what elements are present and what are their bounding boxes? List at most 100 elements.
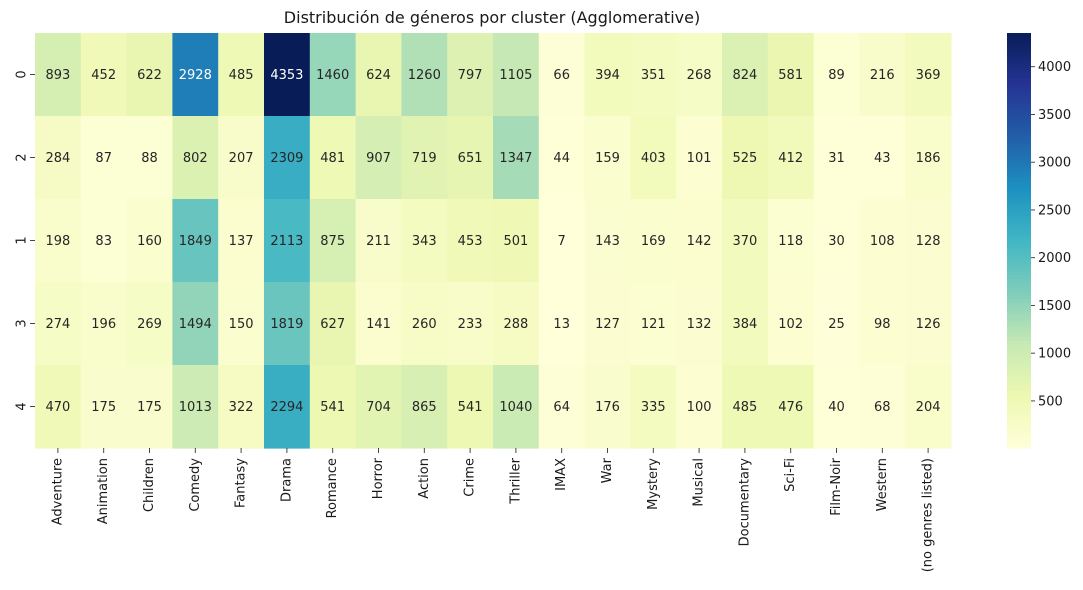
colorbar-segment bbox=[1007, 209, 1031, 214]
row-label: 2 bbox=[15, 153, 30, 161]
colorbar-segment bbox=[1007, 288, 1031, 293]
colorbar-tick-label: 2500 bbox=[1038, 203, 1071, 218]
heatmap-cell bbox=[447, 199, 494, 283]
colorbar-segment bbox=[1007, 102, 1031, 107]
cell-value-label: 68 bbox=[874, 400, 891, 415]
heatmap-cell bbox=[676, 365, 723, 449]
heatmap-cell bbox=[813, 199, 860, 283]
colorbar-segment bbox=[1007, 330, 1031, 335]
heatmap-cell bbox=[813, 116, 860, 200]
heatmap-cell bbox=[493, 116, 540, 200]
cell-value-label: 204 bbox=[916, 400, 941, 415]
colorbar-segment bbox=[1007, 71, 1031, 76]
heatmap-cell bbox=[447, 33, 494, 117]
column-label: Documentary bbox=[737, 458, 752, 547]
colorbar-segment bbox=[1007, 302, 1031, 307]
cell-value-label: 802 bbox=[183, 151, 208, 166]
column-label: Animation bbox=[96, 458, 111, 524]
heatmap-cell bbox=[722, 116, 769, 200]
colorbar-segment bbox=[1007, 268, 1031, 273]
colorbar-segment bbox=[1007, 396, 1031, 401]
heatmap-cell bbox=[813, 33, 860, 117]
colorbar-segment bbox=[1007, 299, 1031, 304]
cell-value-label: 89 bbox=[828, 68, 845, 83]
heatmap-cell bbox=[538, 282, 586, 366]
column-label: IMAX bbox=[554, 458, 569, 491]
colorbar-segment bbox=[1007, 365, 1031, 370]
colorbar-segment bbox=[1007, 313, 1031, 318]
cell-value-label: 150 bbox=[229, 317, 254, 332]
colorbar-segment bbox=[1007, 226, 1031, 231]
heatmap-cell bbox=[218, 365, 265, 449]
cell-value-label: 541 bbox=[320, 400, 345, 415]
colorbar-segment bbox=[1007, 33, 1031, 38]
colorbar-segment bbox=[1007, 74, 1031, 79]
heatmap-cell bbox=[538, 199, 586, 283]
heatmap-cell bbox=[630, 33, 677, 117]
colorbar-segment bbox=[1007, 53, 1031, 58]
cell-value-label: 260 bbox=[412, 317, 437, 332]
colorbar-segment bbox=[1007, 188, 1031, 193]
heatmap-cell bbox=[401, 33, 448, 117]
heatmap-cell bbox=[905, 199, 952, 283]
colorbar-segment bbox=[1007, 223, 1031, 228]
column-label: War bbox=[600, 457, 615, 483]
heatmap-cell bbox=[218, 199, 265, 283]
cell-value-label: 216 bbox=[870, 68, 895, 83]
heatmap-cell bbox=[767, 33, 815, 117]
column-label: Drama bbox=[279, 458, 294, 502]
cell-value-label: 343 bbox=[412, 234, 437, 249]
cell-value-label: 719 bbox=[412, 151, 437, 166]
cell-value-label: 907 bbox=[366, 151, 391, 166]
row-label: 3 bbox=[15, 319, 30, 327]
colorbar-segment bbox=[1007, 278, 1031, 283]
heatmap-cell bbox=[493, 33, 540, 117]
heatmap-cell bbox=[676, 33, 723, 117]
cell-value-label: 100 bbox=[687, 400, 712, 415]
colorbar-segment bbox=[1007, 77, 1031, 83]
colorbar-segment bbox=[1007, 147, 1031, 152]
colorbar-segment bbox=[1007, 39, 1031, 44]
column-label: Western bbox=[875, 458, 890, 511]
colorbar-segment bbox=[1007, 181, 1031, 186]
colorbar-segment bbox=[1007, 46, 1031, 51]
heatmap-cell bbox=[767, 199, 815, 283]
heatmap-cell bbox=[905, 33, 952, 117]
colorbar-tick-label: 2000 bbox=[1038, 251, 1071, 266]
colorbar-segment bbox=[1007, 95, 1031, 100]
cell-value-label: 541 bbox=[458, 400, 483, 415]
colorbar-segment bbox=[1007, 174, 1031, 179]
cell-value-label: 351 bbox=[641, 68, 666, 83]
colorbar-segment bbox=[1007, 205, 1031, 210]
cell-value-label: 87 bbox=[95, 151, 112, 166]
colorbar-segment bbox=[1007, 389, 1031, 394]
heatmap-cell bbox=[722, 365, 769, 449]
colorbar-segment bbox=[1007, 185, 1031, 190]
colorbar-segment bbox=[1007, 427, 1031, 432]
heatmap-cell bbox=[493, 365, 540, 449]
heatmap-cell bbox=[355, 282, 402, 366]
cell-value-label: 403 bbox=[641, 151, 666, 166]
cell-value-label: 452 bbox=[91, 68, 116, 83]
heatmap-cell bbox=[859, 33, 906, 117]
heatmap-cell bbox=[309, 33, 357, 117]
colorbar-segment bbox=[1007, 444, 1031, 449]
colorbar-segment bbox=[1007, 423, 1031, 428]
cell-value-label: 66 bbox=[553, 68, 570, 83]
heatmap-cell bbox=[722, 282, 769, 366]
cell-value-label: 121 bbox=[641, 317, 666, 332]
heatmap-cell bbox=[538, 33, 586, 117]
heatmap-cell bbox=[630, 365, 677, 449]
row-label: 1 bbox=[15, 236, 30, 244]
colorbar-segment bbox=[1007, 409, 1031, 415]
cell-value-label: 476 bbox=[778, 400, 803, 415]
cell-value-label: 627 bbox=[320, 317, 345, 332]
heatmap-cell bbox=[813, 365, 860, 449]
colorbar-segment bbox=[1007, 347, 1031, 352]
cell-value-label: 83 bbox=[95, 234, 112, 249]
colorbar-segment bbox=[1007, 316, 1031, 321]
colorbar-segment bbox=[1007, 237, 1031, 242]
colorbar-segment bbox=[1007, 243, 1031, 249]
cell-value-label: 2113 bbox=[270, 234, 303, 249]
colorbar-segment bbox=[1007, 212, 1031, 217]
